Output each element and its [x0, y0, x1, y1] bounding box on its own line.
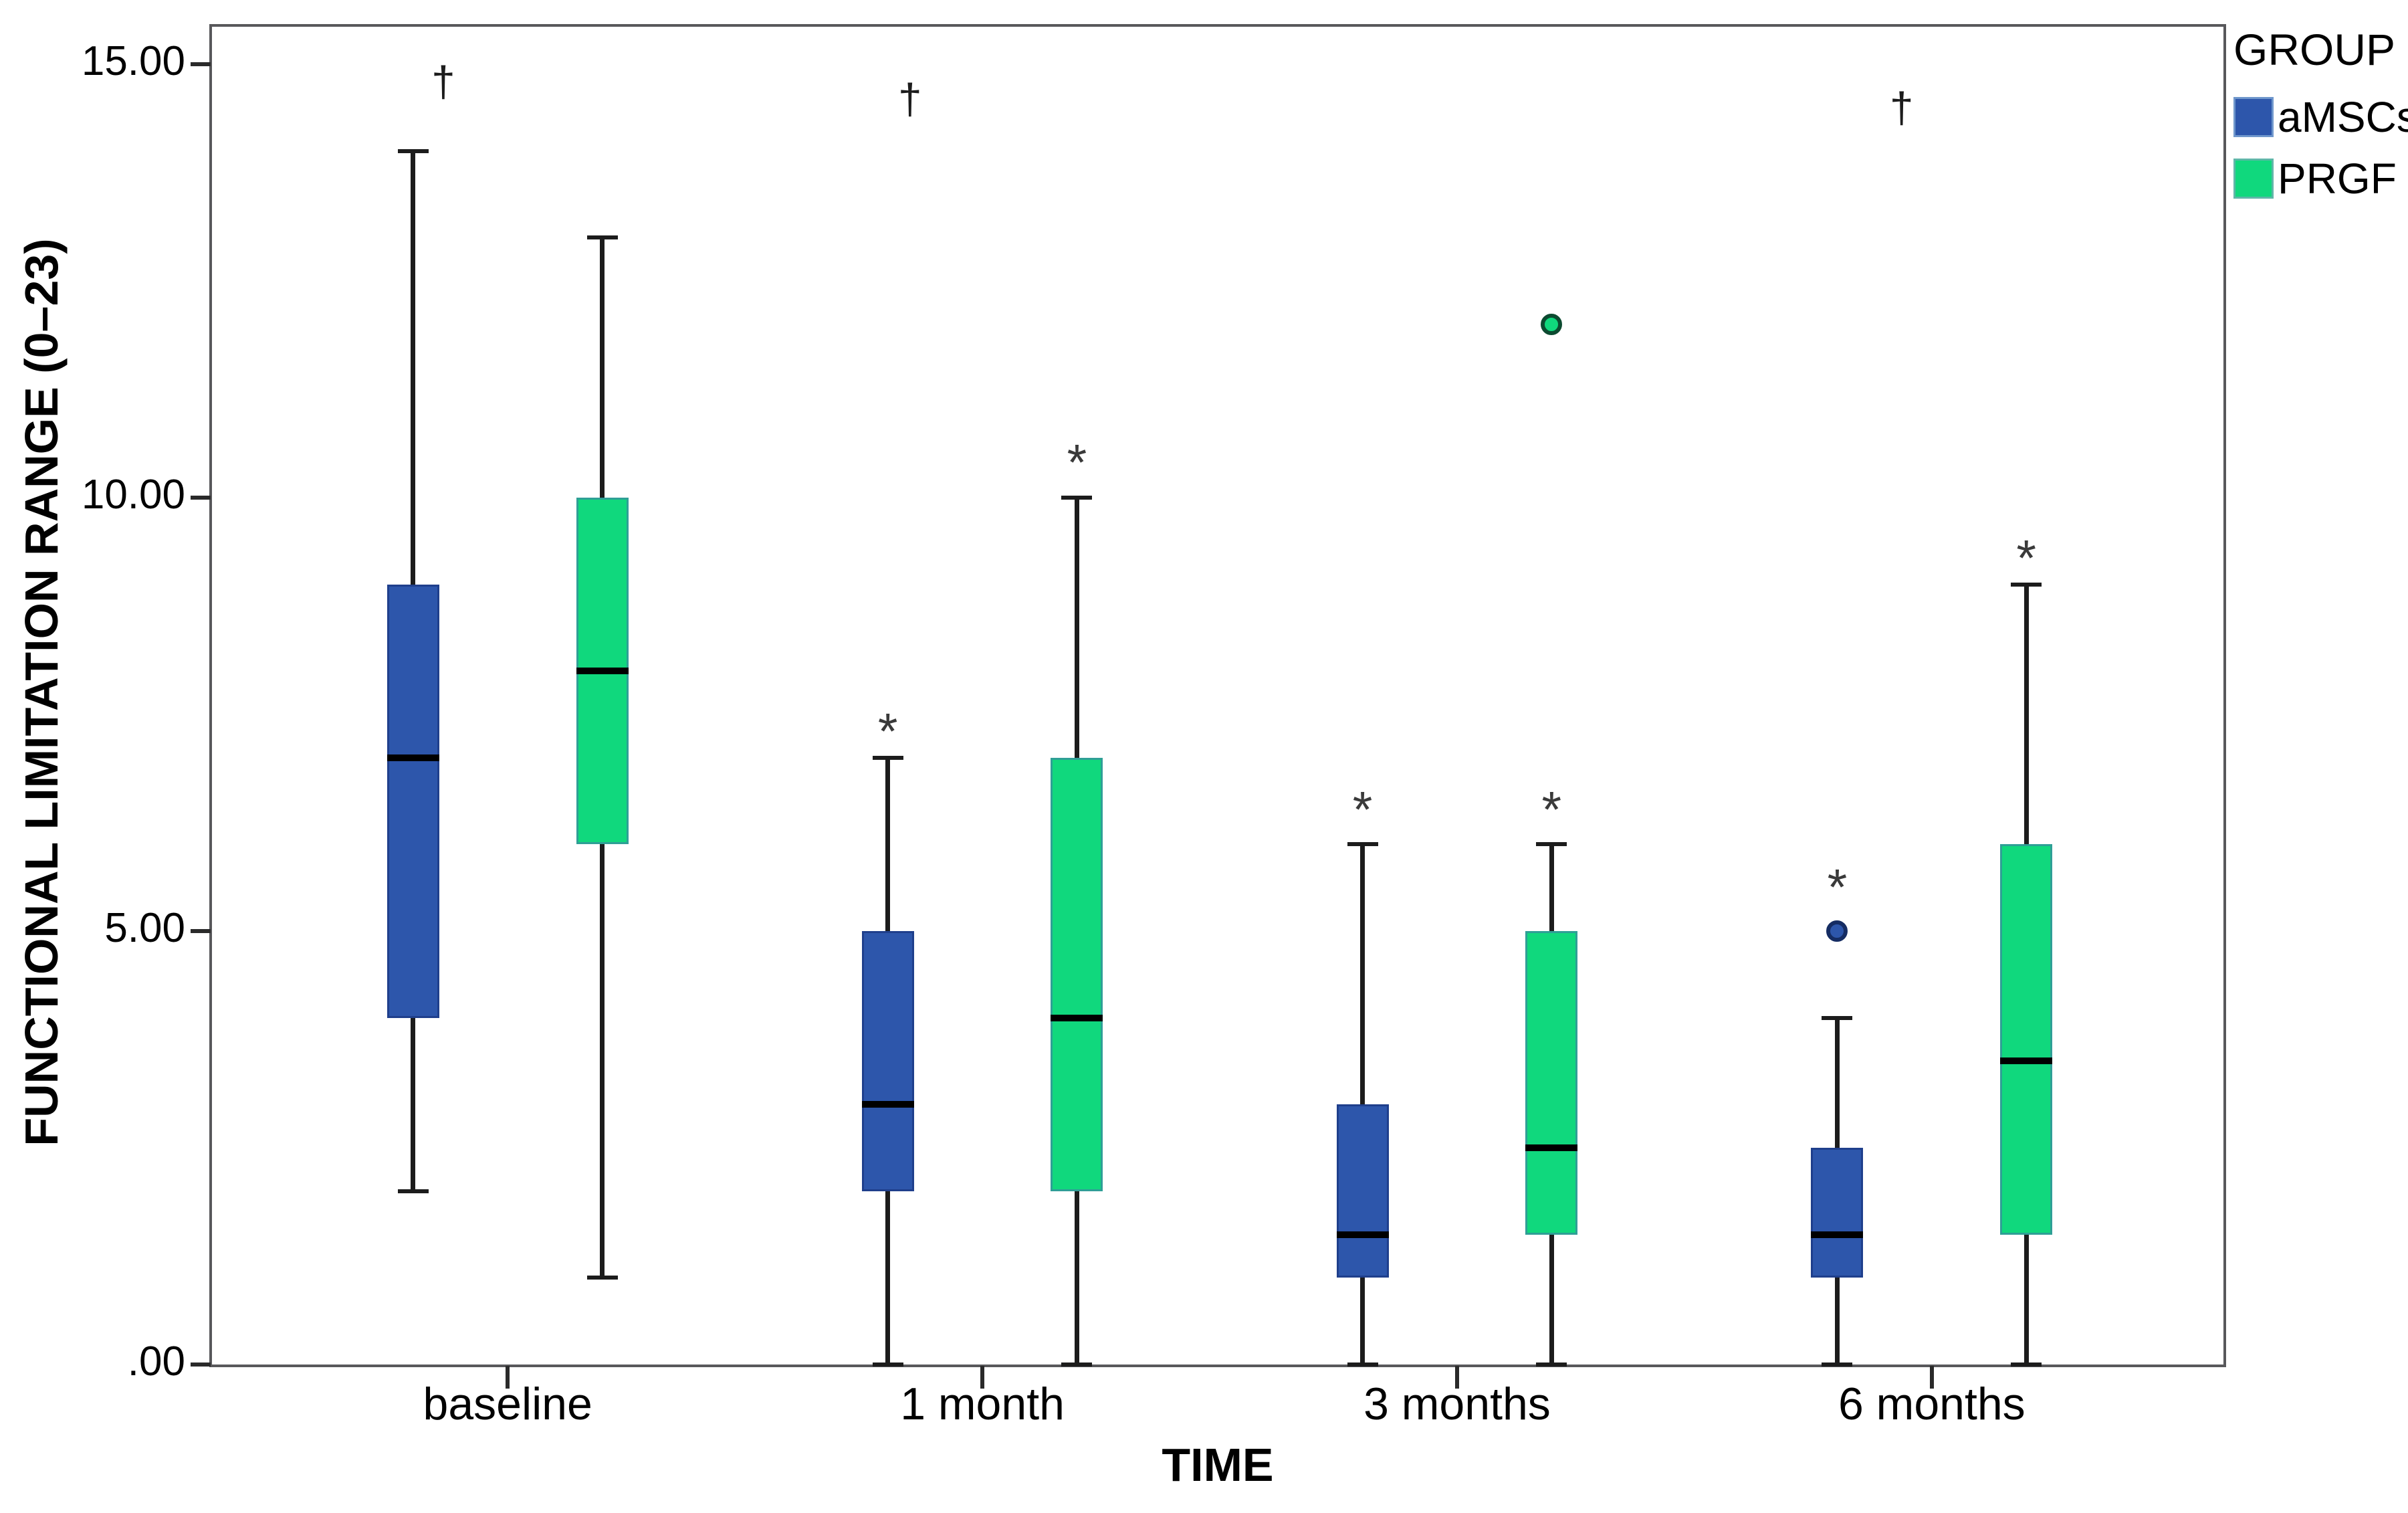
x-category-label-1-month: 1 month: [900, 1379, 1065, 1429]
x-category-label-baseline: baseline: [423, 1379, 592, 1429]
box-PRGF-6-months: [2000, 844, 2053, 1235]
x-axis-title: TIME: [1162, 1439, 1274, 1491]
x-tick-mark-baseline: [506, 1366, 510, 1389]
box-aMSCs-6-months: [1811, 1147, 1864, 1278]
median-PRGF-3-months: [1525, 1144, 1578, 1151]
whisker-cap-high-PRGF-6-months: [2011, 582, 2042, 587]
whisker-cap-low-aMSCs-3-months: [1347, 1363, 1378, 1367]
box-PRGF-1-month: [1051, 757, 1103, 1191]
box-aMSCs-3-months: [1336, 1104, 1389, 1278]
dagger-annotation-aMSCs-baseline: †: [431, 57, 455, 106]
whisker-cap-high-aMSCs-3-months: [1347, 842, 1378, 847]
dagger-annotation-aMSCs-1-month: †: [897, 74, 922, 123]
median-PRGF-6-months: [2000, 1057, 2053, 1065]
asterisk-annotation-PRGF-1-month: *: [1067, 434, 1087, 492]
x-tick-mark-1 month: [980, 1366, 985, 1389]
x-tick-mark-3 months: [1454, 1366, 1459, 1389]
legend-label-aMSCs: aMSCs: [2278, 93, 2408, 141]
median-aMSCs-1-month: [861, 1101, 914, 1108]
y-tick-mark-15.00: [191, 62, 211, 66]
x-tick-mark-6 months: [1929, 1366, 1934, 1389]
box-aMSCs-1-month: [861, 930, 914, 1191]
plot-frame: [209, 24, 2226, 1367]
legend-label-PRGF: PRGF: [2278, 155, 2397, 203]
y-axis-title: FUNCTIONAL LIMITATION RANGE (0–23): [15, 238, 68, 1146]
legend-swatch-PRGF: [2233, 159, 2274, 199]
asterisk-annotation-PRGF-3-months: *: [1541, 781, 1562, 839]
legend-title: GROUP: [2233, 25, 2396, 74]
whisker-cap-high-PRGF-1-month: [1061, 495, 1093, 500]
y-tick-label-.00: .00: [127, 1338, 185, 1385]
outlier-aMSCs-6-months-0: [1826, 920, 1848, 942]
outlier-PRGF-3-months-0: [1541, 313, 1563, 335]
whisker-cap-high-aMSCs-baseline: [397, 148, 429, 153]
box-PRGF-3-months: [1525, 930, 1578, 1235]
median-aMSCs-6-months: [1811, 1231, 1864, 1238]
median-aMSCs-baseline: [387, 754, 439, 761]
median-PRGF-baseline: [576, 668, 629, 675]
whisker-cap-high-PRGF-3-months: [1536, 842, 1567, 847]
legend-item-PRGF: PRGF: [2233, 154, 2408, 203]
whisker-cap-high-aMSCs-6-months: [1822, 1015, 1853, 1020]
legend-item-aMSCs: aMSCs: [2233, 92, 2408, 142]
asterisk-annotation-PRGF-6-months: *: [2016, 530, 2036, 587]
legend-items: aMSCs PRGF: [2233, 92, 2408, 203]
whisker-cap-low-PRGF-3-months: [1536, 1363, 1567, 1367]
whisker-cap-low-PRGF-6-months: [2011, 1363, 2042, 1367]
whisker-cap-low-PRGF-1-month: [1061, 1363, 1093, 1367]
y-tick-label-15.00: 15.00: [81, 37, 185, 84]
median-PRGF-1-month: [1051, 1014, 1103, 1021]
asterisk-annotation-aMSCs-3-months: *: [1352, 781, 1373, 839]
y-tick-label-10.00: 10.00: [81, 471, 185, 518]
dagger-annotation-aMSCs-6-months: †: [1889, 83, 1914, 132]
asterisk-annotation-aMSCs-1-month: *: [877, 703, 898, 761]
asterisk-annotation-aMSCs-6-months: *: [1827, 859, 1848, 916]
whisker-cap-high-aMSCs-1-month: [872, 755, 903, 760]
whisker-cap-low-aMSCs-baseline: [397, 1189, 429, 1193]
legend: GROUP aMSCs PRGF: [2233, 24, 2408, 215]
x-category-label-6-months: 6 months: [1838, 1379, 2026, 1429]
whisker-cap-high-PRGF-baseline: [586, 235, 618, 240]
y-tick-mark-10.00: [191, 495, 211, 500]
x-category-label-3-months: 3 months: [1363, 1379, 1551, 1429]
whisker-cap-low-aMSCs-6-months: [1822, 1363, 1853, 1367]
y-tick-mark-5.00: [191, 928, 211, 933]
legend-swatch-aMSCs: [2233, 97, 2274, 137]
y-tick-label-5.00: 5.00: [104, 904, 185, 951]
whisker-cap-low-PRGF-baseline: [586, 1276, 618, 1280]
y-tick-mark-.00: [191, 1363, 211, 1367]
median-aMSCs-3-months: [1336, 1231, 1389, 1238]
box-aMSCs-baseline: [387, 584, 439, 1018]
whisker-cap-low-aMSCs-1-month: [872, 1363, 903, 1367]
